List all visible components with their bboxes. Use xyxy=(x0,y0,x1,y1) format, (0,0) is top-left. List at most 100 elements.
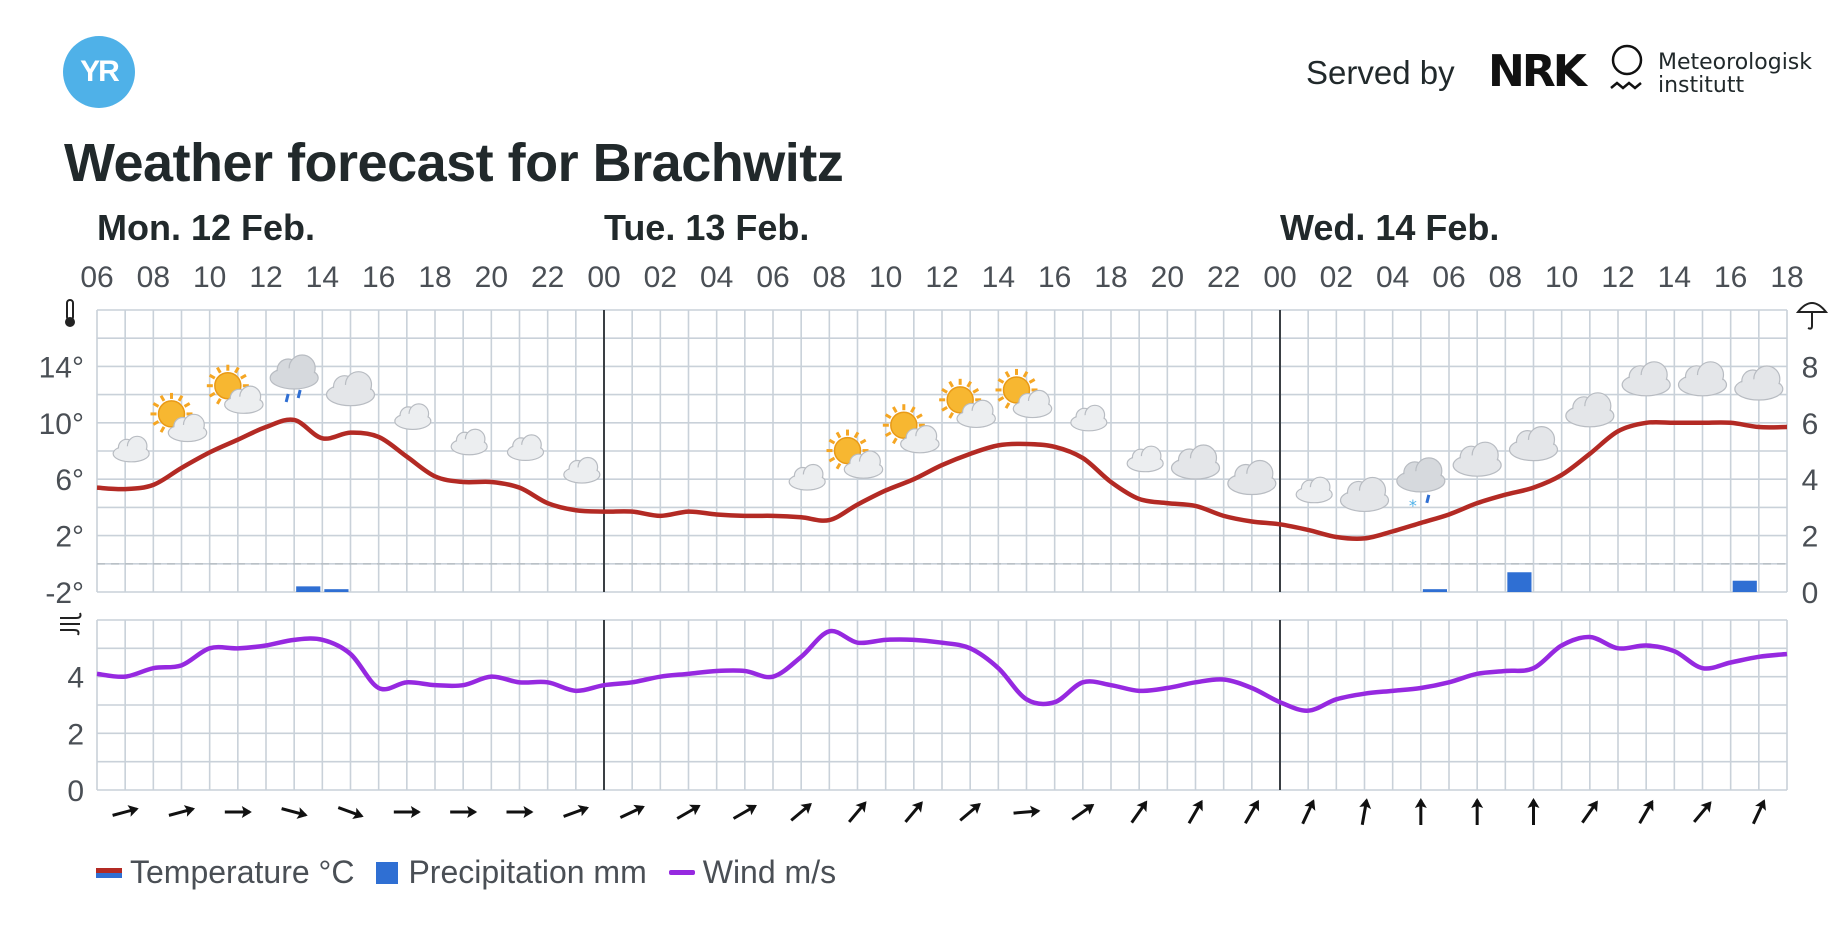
met-logo-text: Meteorologisk institutt xyxy=(1658,51,1812,97)
hour-label: 22 xyxy=(1207,261,1240,294)
wind-arrow-icon xyxy=(112,805,139,817)
hour-label: 08 xyxy=(813,261,846,294)
wind-line-group xyxy=(96,628,1788,713)
precipitation-bar xyxy=(1422,589,1447,592)
partly-cloudy-night-icon xyxy=(498,420,545,462)
wind-arrow-icon xyxy=(1527,798,1540,825)
wind-arrow-icon xyxy=(1244,799,1260,825)
grid xyxy=(96,309,1788,791)
hour-label: 16 xyxy=(1038,261,1071,294)
hour-label: 00 xyxy=(1263,261,1296,294)
hour-label: 18 xyxy=(418,261,451,294)
hour-label: 08 xyxy=(137,261,170,294)
partly-cloudy-day-icon xyxy=(882,404,940,454)
day-label: Wed. 14 Feb. xyxy=(1280,207,1499,248)
wind-arrow-icon xyxy=(732,804,757,820)
legend-temperature[interactable]: Temperature °C xyxy=(96,854,354,891)
clear-night-icon xyxy=(733,459,750,492)
hour-label: 12 xyxy=(1601,261,1634,294)
umbrella-icon xyxy=(1795,302,1829,330)
partly-cloudy-day-icon xyxy=(939,378,996,429)
wind-direction-arrows xyxy=(112,798,1766,826)
header: YR Served by NRK Meteorologisk institutt… xyxy=(0,0,1848,200)
wind-arrow-icon xyxy=(676,804,701,820)
weather-symbols: * xyxy=(104,354,1784,515)
legend-wind[interactable]: Wind m/s xyxy=(668,854,836,891)
wind-arrow-icon xyxy=(1301,799,1316,825)
served-by-label: Served by xyxy=(1306,54,1455,91)
hour-label: 14 xyxy=(982,261,1015,294)
legend-precipitation[interactable]: Precipitation mm xyxy=(376,854,647,891)
precip-axis-label: 4 xyxy=(1802,464,1819,497)
partly-cloudy-night-icon xyxy=(780,450,826,491)
partly-cloudy-night-icon xyxy=(1287,462,1333,504)
hour-label: 12 xyxy=(925,261,958,294)
wind-arrow-icon xyxy=(224,806,252,818)
cloudy-icon xyxy=(1621,361,1671,397)
hour-label: 00 xyxy=(587,261,620,294)
wind-arrow-icon xyxy=(1638,799,1654,825)
partly-cloudy-night-icon xyxy=(442,415,488,456)
partly-cloudy-night-icon xyxy=(1061,391,1108,432)
met-logo-icon[interactable] xyxy=(1607,44,1647,104)
wind-arrow-icon xyxy=(1751,799,1766,825)
cloudy-rain-icon xyxy=(269,354,319,403)
partly-cloudy-night-icon xyxy=(104,422,150,463)
hour-label: 10 xyxy=(193,261,226,294)
temp-axis-label: 10° xyxy=(39,408,84,441)
wind-arrow-icon xyxy=(1581,800,1598,824)
wind-arrow-icon xyxy=(1414,798,1427,825)
wind-arrow-icon xyxy=(337,806,364,820)
partly-cloudy-night-icon xyxy=(385,389,432,430)
hour-label: 14 xyxy=(306,261,339,294)
hour-label: 08 xyxy=(1489,261,1522,294)
day-label: Mon. 12 Feb. xyxy=(97,207,315,248)
wind-arrow-icon xyxy=(281,807,308,819)
partly-cloudy-night-icon xyxy=(554,443,601,484)
partly-cloudy-day-icon xyxy=(150,392,208,443)
hour-label: 18 xyxy=(1094,261,1127,294)
hour-label: 20 xyxy=(1151,261,1184,294)
wind-arrow-icon xyxy=(1359,798,1372,826)
temp-axis-label: 14° xyxy=(39,351,84,384)
hour-label: 04 xyxy=(700,261,733,294)
svg-text:*: * xyxy=(1409,496,1417,515)
precipitation-bar xyxy=(1732,580,1757,592)
wind-axis-label: 0 xyxy=(67,775,84,808)
clear-night-icon xyxy=(620,455,637,488)
precipitation-bar xyxy=(324,589,349,592)
legend-precipitation-label: Precipitation mm xyxy=(408,854,647,890)
hour-label: 06 xyxy=(80,261,113,294)
hour-label: 20 xyxy=(475,261,508,294)
wind-arrow-icon xyxy=(1692,801,1712,823)
hour-label: 12 xyxy=(249,261,282,294)
partly-cloudy-day-icon xyxy=(206,364,264,414)
precipitation-bar xyxy=(296,586,321,592)
page-title: Weather forecast for Brachwitz xyxy=(64,133,844,193)
nrk-logo[interactable]: NRK xyxy=(1488,46,1587,97)
hour-label: 16 xyxy=(362,261,395,294)
thermometer-icon xyxy=(65,299,75,327)
cloudy-icon xyxy=(1508,426,1559,462)
wind-arrow-icon xyxy=(619,804,645,819)
wind-arrow-icon xyxy=(904,801,923,823)
day-label: Tue. 13 Feb. xyxy=(604,207,809,248)
cloudy-icon xyxy=(1734,365,1784,401)
hour-label: 10 xyxy=(869,261,902,294)
hour-label: 04 xyxy=(1376,261,1409,294)
wind-arrow-icon xyxy=(1130,800,1148,824)
precipitation-bars xyxy=(296,572,1757,592)
hour-label: 06 xyxy=(1432,261,1465,294)
yr-logo[interactable]: YR xyxy=(63,36,135,108)
wind-arrow-icon xyxy=(790,803,812,822)
cloudy-icon xyxy=(325,371,376,407)
partly-cloudy-night-icon xyxy=(1118,431,1164,473)
precipitation-swatch xyxy=(376,861,399,884)
hour-label: 18 xyxy=(1770,261,1803,294)
wind-arrow-icon xyxy=(1187,799,1203,825)
hour-label: 10 xyxy=(1545,261,1578,294)
legend: Temperature °C Precipitation mm Wind m/s xyxy=(96,854,858,891)
wind-axis-label: 4 xyxy=(67,662,84,695)
wind-swatch xyxy=(668,870,695,875)
